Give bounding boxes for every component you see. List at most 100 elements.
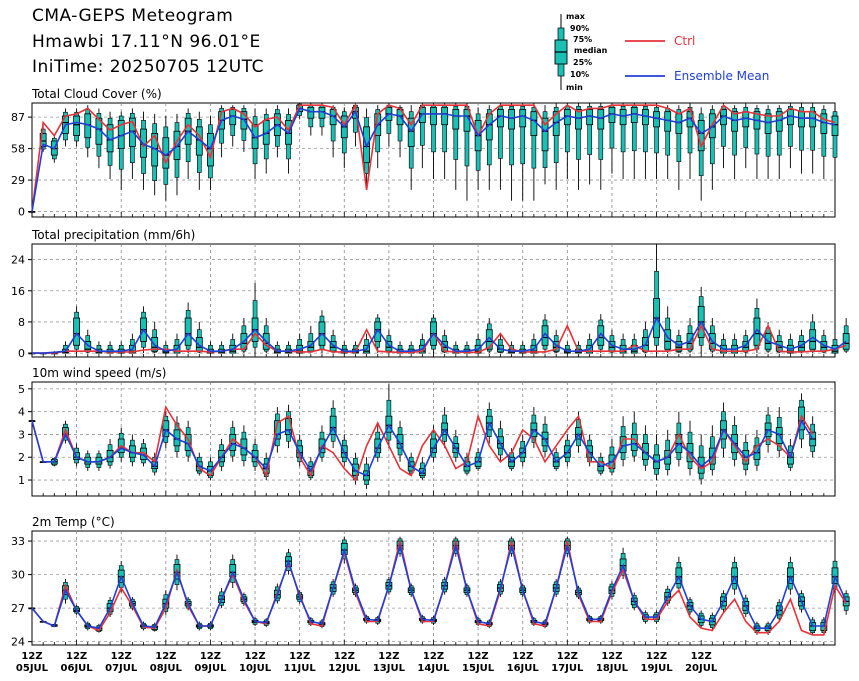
box-plot — [84, 105, 92, 158]
box-plot — [184, 108, 192, 179]
box-plot — [619, 416, 627, 467]
location-label: Hmawbi 17.11°N 96.01°E — [32, 32, 261, 52]
box-plot — [396, 420, 404, 462]
box-plot — [708, 105, 716, 190]
time-date-label: 09JUL — [194, 663, 227, 674]
box-iqr — [73, 317, 81, 346]
box-plot — [619, 103, 627, 179]
box-plot — [195, 321, 203, 354]
box-plot — [151, 113, 159, 196]
time-date-label: 17JUL — [551, 663, 584, 674]
box-iqr — [753, 317, 761, 346]
box-plot — [363, 457, 370, 490]
box-plot — [385, 103, 393, 147]
box-outer — [732, 108, 737, 156]
box-iqr — [396, 434, 404, 449]
box-plot — [117, 427, 125, 462]
box-iqr — [575, 109, 582, 130]
legend-mean-label: Ensemble Mean — [674, 69, 769, 83]
y-tick-label: 33 — [11, 535, 25, 548]
box-outer — [810, 107, 815, 151]
ensemble-mean-line — [31, 107, 836, 212]
y-tick-label: 8 — [18, 316, 25, 329]
box-plot — [84, 329, 92, 354]
time-hour-label: 12Z — [423, 651, 444, 662]
box-outer — [620, 105, 626, 153]
box-plot — [697, 286, 705, 354]
time-date-label: 19JUL — [640, 663, 673, 674]
box-plot — [541, 105, 549, 185]
box-plot — [318, 103, 326, 136]
box-plot — [608, 439, 616, 476]
box-outer — [754, 108, 760, 155]
box-plot — [630, 333, 638, 354]
time-date-label: 15JUL — [462, 663, 495, 674]
box-iqr — [430, 106, 437, 126]
time-hour-label: 12Z — [691, 651, 712, 662]
box-plot — [329, 105, 337, 158]
box-outer — [587, 105, 592, 155]
y-tick-label: 0 — [18, 347, 25, 360]
box-plot — [642, 103, 649, 179]
box-plot — [552, 103, 560, 190]
box-plot — [731, 333, 739, 354]
box-iqr — [597, 325, 605, 346]
box-outer — [799, 107, 804, 151]
box-outer — [654, 107, 659, 154]
box-plot — [653, 103, 660, 179]
panel-title: Total Cloud Cover (%) — [31, 87, 162, 101]
box-plot — [195, 111, 203, 190]
y-tick-label: 58 — [11, 143, 25, 156]
box-outer — [776, 108, 782, 156]
box-plot — [630, 411, 638, 462]
box-outer — [531, 107, 537, 169]
y-tick-label: 4 — [18, 406, 25, 419]
y-tick-label: 30 — [11, 569, 25, 582]
legend-box-label: median — [574, 46, 608, 55]
legend-box-label: 25% — [573, 58, 592, 67]
box-plot — [128, 434, 136, 467]
legend-box-label: min — [566, 83, 583, 92]
box-iqr — [173, 429, 181, 447]
box-plot — [653, 434, 660, 481]
box-plot — [340, 107, 348, 169]
time-hour-label: 12Z — [557, 651, 578, 662]
box-iqr — [452, 109, 460, 130]
box-plot — [229, 105, 237, 147]
box-plot — [251, 282, 259, 354]
box-plot — [798, 329, 805, 354]
box-plot — [307, 103, 315, 136]
box-outer — [788, 105, 793, 147]
time-date-label: 11JUL — [284, 663, 317, 674]
box-plot — [753, 105, 761, 179]
box-plot — [251, 108, 259, 179]
time-date-label: 12JUL — [328, 663, 361, 674]
box-iqr — [619, 109, 627, 126]
box-plot — [329, 329, 337, 354]
box-iqr — [519, 109, 527, 128]
box-iqr — [207, 132, 214, 167]
box-iqr — [251, 449, 259, 463]
box-plot — [786, 103, 794, 169]
time-date-label: 13JUL — [373, 663, 406, 674]
y-tick-label: 2 — [18, 451, 25, 464]
box-iqr — [831, 115, 839, 136]
box-plot — [106, 439, 114, 469]
time-date-label: 08JUL — [150, 663, 183, 674]
time-hour-label: 12Z — [66, 651, 87, 662]
box-outer — [643, 105, 648, 153]
time-date-label: 10JUL — [239, 663, 272, 674]
panel-2: Total precipitation (mm/6h) 0 8 16 24 — [11, 228, 850, 360]
time-hour-label: 12Z — [200, 651, 221, 662]
box-plot — [374, 314, 382, 354]
box-iqr — [374, 321, 382, 342]
box-plot — [396, 105, 404, 158]
box-iqr — [184, 317, 192, 346]
box-iqr — [597, 109, 605, 130]
y-tick-label: 24 — [11, 254, 25, 267]
box-plot — [675, 105, 683, 190]
box-plot — [530, 103, 538, 201]
box-plot — [140, 111, 147, 190]
box-iqr — [307, 106, 315, 119]
